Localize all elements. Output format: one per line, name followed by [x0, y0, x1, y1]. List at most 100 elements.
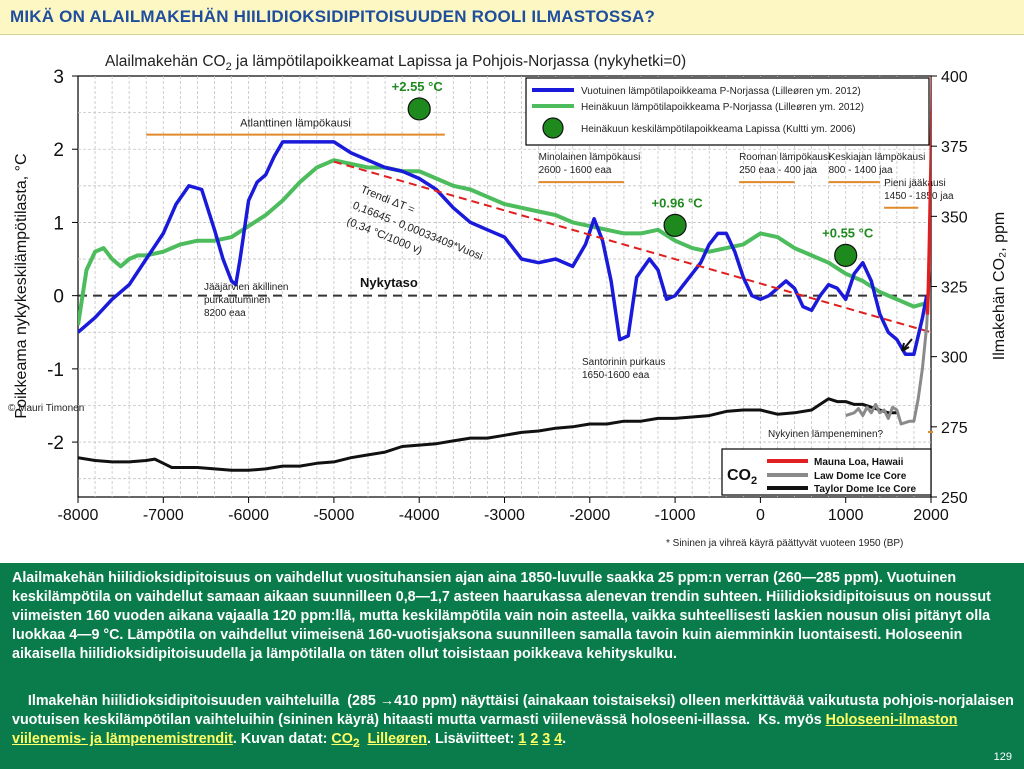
lilleoren-link[interactable]: Lilleøren [367, 731, 428, 747]
chart-title-sub: 2 [226, 61, 232, 73]
period-sublabel: 800 - 1400 jaa [829, 165, 893, 176]
dot-label: +0.96 °C [652, 195, 704, 210]
period-sublabel: 2600 - 1600 eaa [539, 165, 612, 176]
co2-legend-box [721, 448, 932, 496]
y-right-tick-label: 400 [941, 69, 968, 86]
page-number: 129 [993, 751, 1012, 763]
co2-legend: CO2 Mauna Loa, Hawaii Law Dome Ice Core … [721, 448, 932, 496]
x-tick-label: -5000 [313, 507, 354, 524]
slide-footer: Alailmakehän hiilidioksidipitoisuus on v… [0, 563, 1024, 769]
x-tick-label: -8000 [58, 507, 99, 524]
x-tick-label: 0 [756, 507, 765, 524]
chart-title-main: Alailmakehän CO [105, 53, 226, 70]
y-right-tick-label: 250 [941, 490, 968, 507]
dot-point [834, 243, 858, 267]
x-tick-label: -6000 [228, 507, 269, 524]
co2-law-line [845, 244, 931, 426]
series-blue-line [78, 140, 929, 356]
footnote: * Sininen ja vihreä käyrä päättyvät vuot… [666, 538, 903, 549]
jaajarvi-annotation: Jääjärvien äkillinen purkautuminen 8200 … [204, 282, 289, 319]
footer-paragraph-2: Ilmakehän hiilidioksidipitoisuuden vaiht… [12, 692, 1014, 753]
x-tick-label: -1000 [655, 507, 696, 524]
period-label: Atlanttinen lämpökausi [240, 118, 351, 130]
dot-label: +2.55 °C [392, 79, 444, 94]
dot-point [407, 97, 431, 121]
slide-header: MIKÄ ON ALAILMAKEHÄN HIILIDIOKSIDIPITOIS… [0, 0, 1024, 35]
santorini-label-2: 1650-1600 eaa [582, 370, 650, 381]
reference-link-4[interactable]: 4 [554, 731, 563, 747]
y-left-tick-label: 0 [53, 287, 64, 308]
y-axis-left-ticks: 3 2 1 0 -1 -2 [47, 67, 78, 454]
y-right-tick-label: 375 [941, 139, 968, 156]
y-axis-left-label: Poikkeama nykykeskilämpötilasta, °C [13, 153, 30, 418]
y-left-tick-label: 3 [53, 67, 64, 88]
period-label: Rooman lämpökausi [739, 152, 830, 163]
santorini-label-1: Santorinin purkaus [582, 357, 665, 368]
legend-blue-label: Vuotuinen lämpötilapoikkeama P-Norjassa … [581, 86, 861, 97]
lapland-dots: +2.55 °C +0.96 °C +0.55 °C [392, 79, 874, 267]
footer-p2-text-e: . [562, 731, 567, 747]
period-sublabel: 1450 - 1850 jaa [884, 191, 954, 202]
footer-p2-text-d: . Lisäviitteet: [427, 731, 519, 747]
legend: Vuotuinen lämpötilapoikkeama P-Norjassa … [525, 77, 930, 146]
copyright-label: © Mauri Timonen [8, 403, 84, 414]
footer-p2-text-b: . Kuvan datat: [232, 731, 332, 747]
x-tick-label: -2000 [569, 507, 610, 524]
slide-title: MIKÄ ON ALAILMAKEHÄN HIILIDIOKSIDIPITOIS… [10, 7, 656, 26]
chart-title: Alailmakehän CO2 ja lämpötilapoikkeamat … [105, 53, 686, 73]
reference-link-2[interactable]: 2 [530, 731, 539, 747]
co2-link-sub: 2 [352, 735, 360, 750]
legend-dot-swatch [542, 117, 564, 139]
y-right-tick-label: 275 [941, 420, 968, 437]
period-label: Minolainen lämpökausi [539, 152, 641, 163]
y-axis-right-label: Ilmakehän CO₂, ppm [991, 212, 1008, 361]
co2-taylor-line [78, 397, 897, 472]
period-label: Pieni jääkausi [884, 178, 946, 189]
reference-link-3[interactable]: 3 [542, 731, 551, 747]
nykyinen-label: Nykyinen lämpeneminen? [768, 429, 884, 440]
co2-legend-title-main: CO [727, 467, 751, 484]
period-sublabel: 250 eaa - 400 jaa [739, 165, 817, 176]
legend-box [525, 77, 930, 146]
y-left-tick-label: -1 [47, 360, 64, 381]
santorini-annotation: Santorinin purkaus 1650-1600 eaa [582, 357, 665, 381]
co2-legend-black-label: Taylor Dome Ice Core [814, 484, 917, 495]
x-tick-label: -7000 [143, 507, 184, 524]
x-tick-label: -3000 [484, 507, 525, 524]
co2-data-link[interactable]: CO2 [331, 731, 360, 750]
jaajarvi-label-3: 8200 eaa [204, 308, 246, 319]
x-tick-label: -4000 [399, 507, 440, 524]
dot-label: +0.55 °C [822, 225, 874, 240]
chart-title-rest: ja lämpötilapoikkeamat Lapissa ja Pohjoi… [232, 53, 686, 70]
legend-dot-label: Heinäkuun keskilämpötilapoikkeama Lapiss… [581, 124, 856, 135]
dot-point [663, 213, 687, 237]
nykytaso-label: Nykytaso [360, 275, 418, 290]
co2-legend-red-label: Mauna Loa, Hawaii [814, 457, 904, 468]
series-green-line [78, 158, 928, 326]
jaajarvi-label-1: Jääjärvien äkillinen [204, 282, 289, 293]
holoseeni-trendit-link[interactable]: Holoseeni-ilmaston viilenemis- ja lämpen… [12, 712, 958, 747]
footer-p2-text-a: Ilmakehän hiilidioksidipitoisuuden vaiht… [12, 693, 1018, 728]
reference-link-1[interactable]: 1 [518, 731, 527, 747]
series-group [78, 76, 931, 472]
footer-paragraph-1: Alailmakehän hiilidioksidipitoisuus on v… [12, 570, 991, 662]
x-tick-label: 1000 [828, 507, 864, 524]
y-axis-right-ticks: 400 375 350 325 300 275 250 [931, 69, 968, 507]
y-left-tick-label: -2 [47, 433, 64, 454]
period-label: Keskiajan lämpökausi [829, 152, 926, 163]
y-left-tick-label: 2 [53, 140, 64, 161]
y-right-tick-label: 325 [941, 280, 968, 297]
y-left-tick-label: 1 [53, 213, 64, 234]
legend-green-label: Heinäkuun lämpötilapoikkeama P-Norjassa … [581, 102, 864, 113]
climate-chart: Alailmakehän CO2 ja lämpötilapoikkeamat … [8, 53, 1008, 549]
x-axis-ticks: -8000 -7000 -6000 -5000 -4000 -3000 -2000 -1000… [58, 497, 949, 524]
x-tick-label: 2000 [913, 507, 949, 524]
y-right-tick-label: 350 [941, 209, 968, 226]
arrow-icon [901, 338, 913, 352]
co2-legend-title-sub: 2 [751, 475, 757, 487]
y-right-tick-label: 300 [941, 350, 968, 367]
jaajarvi-label-2: purkautuminen [204, 295, 270, 306]
co2-legend-gray-label: Law Dome Ice Core [814, 471, 907, 482]
co2-link-text: CO [331, 731, 353, 747]
grid-lines [78, 76, 931, 497]
